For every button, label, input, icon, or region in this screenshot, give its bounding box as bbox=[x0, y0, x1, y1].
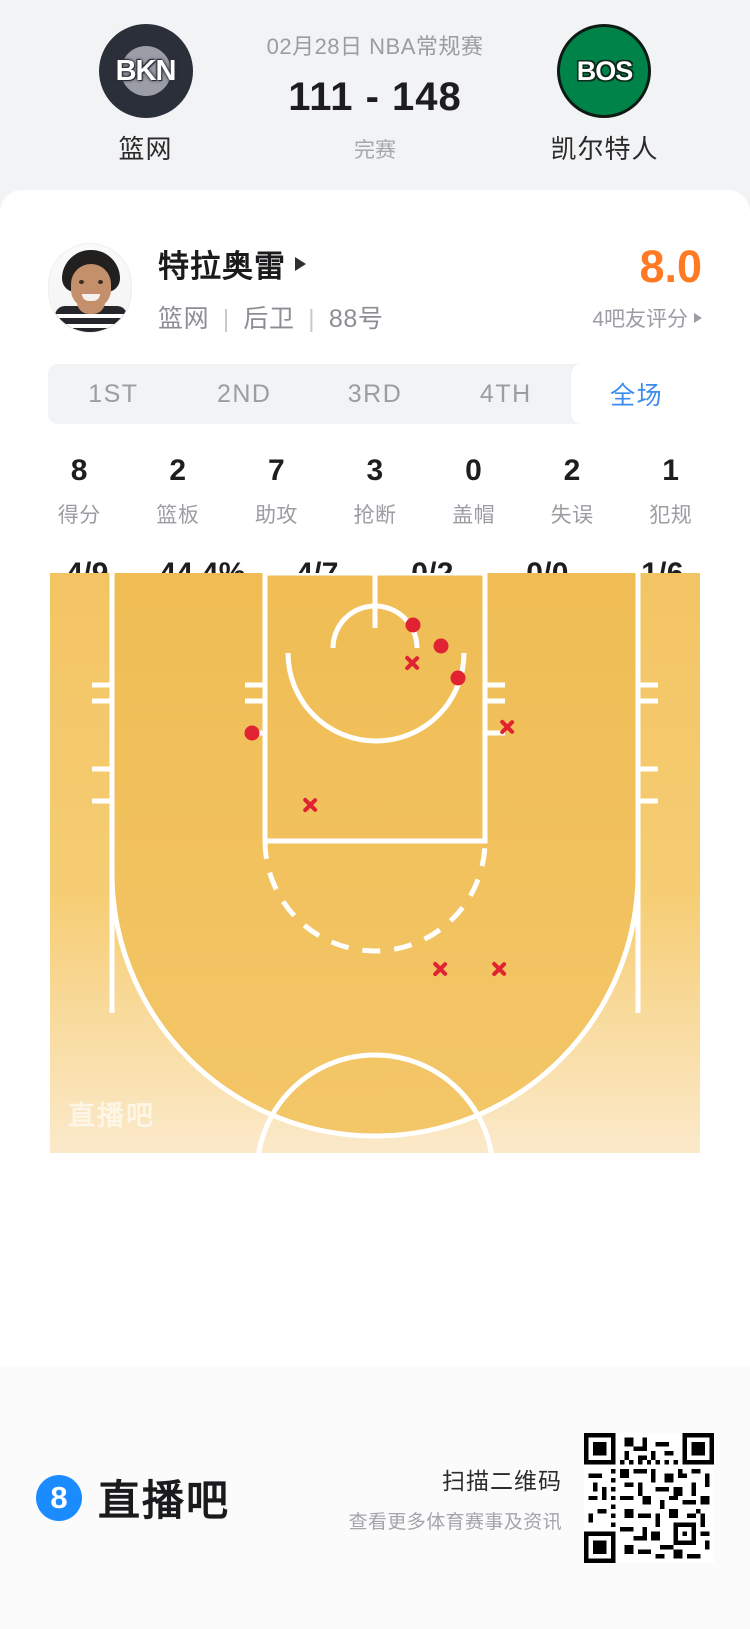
stat-blocks-value: 0 bbox=[465, 454, 483, 487]
home-team-abbr: BKN bbox=[115, 54, 177, 87]
shot-miss-4[interactable] bbox=[429, 958, 451, 980]
match-score: 111 - 148 bbox=[288, 74, 462, 119]
home-team-logo-icon: BKN bbox=[98, 24, 193, 118]
chevron-right-small-icon bbox=[694, 312, 702, 323]
qr-code-icon[interactable] bbox=[584, 1432, 714, 1563]
away-team-name: 凯尔特人 bbox=[550, 134, 659, 164]
stat-steals: 3 抢断 bbox=[326, 454, 425, 529]
court-watermark: 直播吧 bbox=[68, 1101, 155, 1131]
stat-points-value: 8 bbox=[70, 454, 88, 487]
tab-3rd-label: 3RD bbox=[347, 379, 403, 408]
shot-miss-1[interactable] bbox=[401, 652, 423, 674]
shot-miss-2[interactable] bbox=[496, 716, 518, 738]
tab-4th[interactable]: 4TH bbox=[440, 364, 571, 424]
stats-row-basic: 8 得分 2 篮板 7 助攻 3 抢断 0 盖帽 bbox=[30, 454, 720, 529]
away-team-logo-icon: BOS bbox=[557, 24, 652, 118]
shot-made-4[interactable] bbox=[244, 725, 259, 740]
stat-blocks: 0 盖帽 bbox=[424, 454, 523, 529]
match-center-info: 02月28日 NBA常规赛 111 - 148 完赛 bbox=[267, 29, 484, 164]
stat-turnovers: 2 失误 bbox=[523, 454, 622, 529]
player-name: 特拉奥雷 bbox=[158, 249, 286, 284]
shot-miss-5[interactable] bbox=[488, 958, 510, 980]
tab-1st-label: 1ST bbox=[88, 379, 139, 408]
period-tabs[interactable]: 1ST 2ND 3RD 4TH 全场 bbox=[48, 364, 702, 424]
stat-assists: 7 助攻 bbox=[227, 454, 326, 529]
player-team: 篮网 bbox=[158, 305, 210, 333]
chevron-right-icon bbox=[295, 256, 306, 271]
player-header: 特拉奥雷 篮网 | 后卫 | 88号 8.0 4吧友评分 bbox=[0, 190, 750, 342]
tab-3rd[interactable]: 3RD bbox=[310, 364, 441, 424]
shot-made-3[interactable] bbox=[450, 670, 466, 686]
tab-1st[interactable]: 1ST bbox=[48, 364, 179, 424]
tab-full-game[interactable]: 全场 bbox=[571, 364, 702, 424]
scan-block: 扫描二维码 查看更多体育赛事及资讯 bbox=[349, 1432, 714, 1563]
shot-miss-3[interactable] bbox=[299, 794, 321, 816]
stat-rebounds: 2 篮板 bbox=[129, 454, 228, 529]
stat-fouls-value: 1 bbox=[662, 454, 680, 487]
avatar[interactable] bbox=[48, 243, 132, 333]
stat-rebounds-value: 2 bbox=[169, 454, 187, 487]
rating-label: 4吧友评分 bbox=[592, 307, 688, 331]
stat-steals-label: 抢断 bbox=[353, 504, 397, 527]
scan-subtitle: 查看更多体育赛事及资讯 bbox=[348, 1511, 562, 1533]
stat-turnovers-label: 失误 bbox=[550, 504, 594, 527]
stat-fouls-label: 犯规 bbox=[649, 504, 693, 527]
tab-4th-label: 4TH bbox=[479, 379, 532, 408]
stat-blocks-label: 盖帽 bbox=[452, 504, 496, 527]
scan-title: 扫描二维码 bbox=[442, 1467, 562, 1494]
scoreboard: BKN 篮网 02月28日 NBA常规赛 111 - 148 完赛 BOS 凯尔… bbox=[0, 0, 750, 190]
meta-separator-1: | bbox=[222, 305, 230, 333]
stat-assists-value: 7 bbox=[267, 454, 285, 487]
away-team-abbr: BOS bbox=[576, 55, 634, 86]
rating-label-link[interactable]: 4吧友评分 bbox=[592, 303, 702, 333]
home-team[interactable]: BKN 篮网 bbox=[58, 24, 233, 166]
stat-fouls: 1 犯规 bbox=[621, 454, 720, 529]
match-status: 完赛 bbox=[353, 138, 396, 162]
stat-points-label: 得分 bbox=[57, 504, 101, 527]
stat-turnovers-value: 2 bbox=[563, 454, 581, 487]
brand-name: 直播吧 bbox=[98, 1477, 231, 1524]
tab-2nd-label: 2ND bbox=[216, 379, 272, 408]
home-team-name: 篮网 bbox=[118, 134, 173, 164]
footer-bar: 8 直播吧 扫描二维码 查看更多体育赛事及资讯 bbox=[0, 1366, 750, 1629]
tab-2nd[interactable]: 2ND bbox=[179, 364, 310, 424]
player-number: 88号 bbox=[328, 305, 384, 333]
brand-badge-icon: 8 bbox=[36, 1474, 82, 1521]
player-info: 特拉奥雷 篮网 | 后卫 | 88号 bbox=[158, 241, 592, 335]
match-date-league: 02月28日 NBA常规赛 bbox=[266, 33, 484, 59]
shot-made-1[interactable] bbox=[405, 617, 421, 633]
rating-block[interactable]: 8.0 4吧友评分 bbox=[592, 244, 702, 333]
rating-value: 8.0 bbox=[639, 240, 702, 292]
player-name-link[interactable]: 特拉奥雷 bbox=[158, 241, 592, 286]
scan-text: 扫描二维码 查看更多体育赛事及资讯 bbox=[349, 1462, 562, 1534]
away-team[interactable]: BOS 凯尔特人 bbox=[517, 24, 692, 166]
court-diagram bbox=[50, 573, 700, 1153]
stat-steals-value: 3 bbox=[366, 454, 384, 487]
stat-rebounds-label: 篮板 bbox=[156, 504, 200, 527]
stat-assists-label: 助攻 bbox=[254, 504, 298, 527]
meta-separator-2: | bbox=[308, 305, 316, 333]
brand-logo[interactable]: 8 直播吧 bbox=[36, 1467, 230, 1528]
shot-chart[interactable]: 直播吧 bbox=[50, 573, 700, 1153]
tab-full-game-label: 全场 bbox=[610, 382, 664, 410]
stat-points: 8 得分 bbox=[30, 454, 129, 529]
player-position: 后卫 bbox=[243, 305, 295, 333]
player-meta: 篮网 | 后卫 | 88号 bbox=[158, 299, 592, 335]
shot-made-2[interactable] bbox=[433, 638, 449, 654]
